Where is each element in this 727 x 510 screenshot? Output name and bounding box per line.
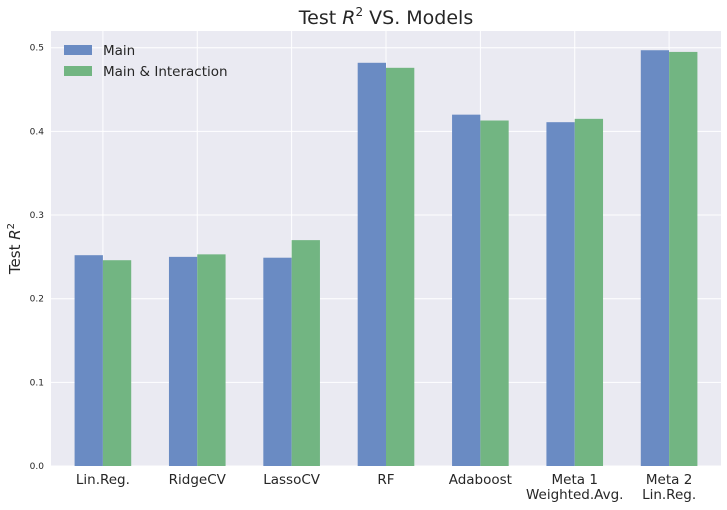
y-tick-label: 0.5 (30, 44, 44, 54)
y-axis-label: Test R2 (6, 223, 24, 275)
bar-main (168, 256, 198, 466)
legend-label-main: Main (103, 43, 135, 59)
x-tick-label: Lin.Reg. (76, 472, 130, 488)
bar-main (74, 255, 103, 466)
bar-main-interaction (480, 120, 509, 466)
x-tick-label: LassoCV (263, 472, 321, 488)
y-tick-label: 0.2 (30, 295, 44, 305)
y-tick-label: 0.0 (30, 462, 45, 472)
bar-main-interaction (669, 51, 698, 467)
bar-main-interaction (291, 240, 320, 466)
bar-main (452, 114, 481, 467)
y-tick-label: 0.3 (30, 211, 44, 221)
bar-main-interaction (574, 118, 604, 466)
bar-main (640, 50, 670, 466)
x-tick-labels: Lin.Reg. RidgeCV LassoCV RF Adaboost Meta 1We… (76, 472, 696, 503)
legend: Main Main & Interaction (64, 43, 228, 80)
x-tick-label: Meta 1 (552, 472, 598, 488)
bars (74, 50, 698, 467)
bar-main (263, 257, 292, 466)
x-tick-label: Lin.Reg. (642, 487, 696, 503)
bar-main (357, 62, 386, 467)
x-tick-label: Meta 2 (646, 472, 692, 488)
bar-main-interaction (386, 67, 415, 467)
x-tick-label: Adaboost (449, 472, 512, 488)
x-tick-label: RidgeCV (169, 472, 227, 488)
x-tick-label: Weighted.Avg. (526, 487, 624, 503)
legend-swatch-main-interaction (64, 66, 92, 76)
legend-swatch-main (64, 45, 92, 55)
bar-main (546, 122, 575, 467)
y-tick-label: 0.1 (30, 378, 44, 388)
x-tick-label: RF (377, 472, 394, 488)
chart-title: Test R2 VS. Models (298, 5, 473, 29)
bar-main-interaction (102, 260, 132, 466)
bar-main-interaction (197, 254, 226, 466)
legend-label-main-interaction: Main & Interaction (103, 64, 228, 80)
y-tick-label: 0.4 (30, 127, 45, 137)
y-tick-labels: 0.0 0.1 0.2 0.3 0.4 0.5 (30, 44, 45, 472)
